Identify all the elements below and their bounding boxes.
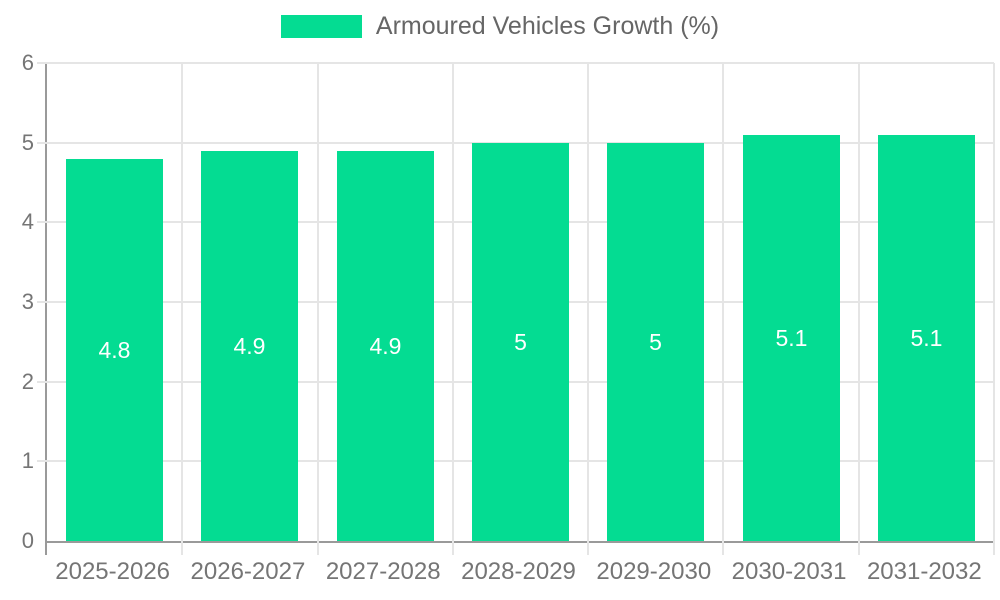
- bar-2027-2028: 4.9: [337, 151, 434, 541]
- x-tick-label: 2026-2027: [190, 558, 306, 585]
- horizontal-gridline: [37, 62, 994, 64]
- x-tick-label: 2030-2031: [731, 558, 847, 585]
- bar-value-label: 4.9: [369, 332, 402, 359]
- vertical-gridline: [451, 63, 454, 541]
- y-tick-label: 2: [21, 368, 34, 394]
- x-tick-mark: [316, 541, 319, 555]
- x-tick-label: 2031-2032: [866, 558, 982, 585]
- bar-value-label: 5.1: [775, 324, 808, 351]
- y-tick-label: 1: [21, 448, 34, 474]
- y-tick-label: 0: [21, 528, 34, 553]
- x-tick-mark: [451, 541, 454, 555]
- vertical-gridline: [316, 63, 319, 541]
- vertical-gridline: [181, 63, 184, 541]
- x-tick-mark: [587, 541, 590, 555]
- legend-label: Armoured Vehicles Growth (%): [375, 12, 720, 40]
- bar-2026-2027: 4.9: [201, 151, 298, 541]
- y-tick-label: 4: [21, 209, 34, 235]
- x-tick-label: 2027-2028: [325, 558, 441, 585]
- x-tick-label: 2029-2030: [596, 558, 712, 585]
- vertical-gridline: [857, 63, 860, 541]
- x-tick-mark: [993, 541, 995, 555]
- x-tick-mark: [45, 541, 47, 555]
- horizontal-gridline: [37, 141, 994, 144]
- bar-value-label: 5.1: [910, 324, 943, 351]
- bar-2031-2032: 5.1: [878, 135, 975, 541]
- plot-area: 4.8 4.9 4.9 5 5 5.1 5.1: [37, 62, 995, 555]
- x-tick-label: 2028-2029: [461, 558, 576, 585]
- vertical-gridline: [722, 63, 725, 541]
- x-tick-mark: [857, 541, 860, 555]
- x-tick-label: 2025-2026: [55, 558, 171, 585]
- bar-value-label: 5: [649, 328, 662, 355]
- x-tick-mark: [181, 541, 184, 555]
- vertical-gridline: [993, 63, 995, 541]
- bar-2029-2030: 5: [607, 143, 704, 541]
- legend-item[interactable]: Armoured Vehicles Growth (%): [0, 14, 1000, 39]
- x-tick-mark: [722, 541, 725, 555]
- bar-value-label: 4.9: [233, 332, 266, 359]
- y-tick-label: 5: [21, 129, 34, 155]
- y-tick-label: 3: [21, 289, 34, 314]
- bar-2025-2026: 4.8: [66, 159, 163, 541]
- bar-value-label: 5: [514, 328, 527, 355]
- bar-2030-2031: 5.1: [743, 135, 840, 541]
- bar-2028-2029: 5: [472, 143, 569, 541]
- legend-swatch: [280, 15, 362, 38]
- vertical-gridline: [587, 63, 590, 541]
- bar-value-label: 4.8: [98, 336, 131, 363]
- y-tick-label: 6: [21, 50, 34, 75]
